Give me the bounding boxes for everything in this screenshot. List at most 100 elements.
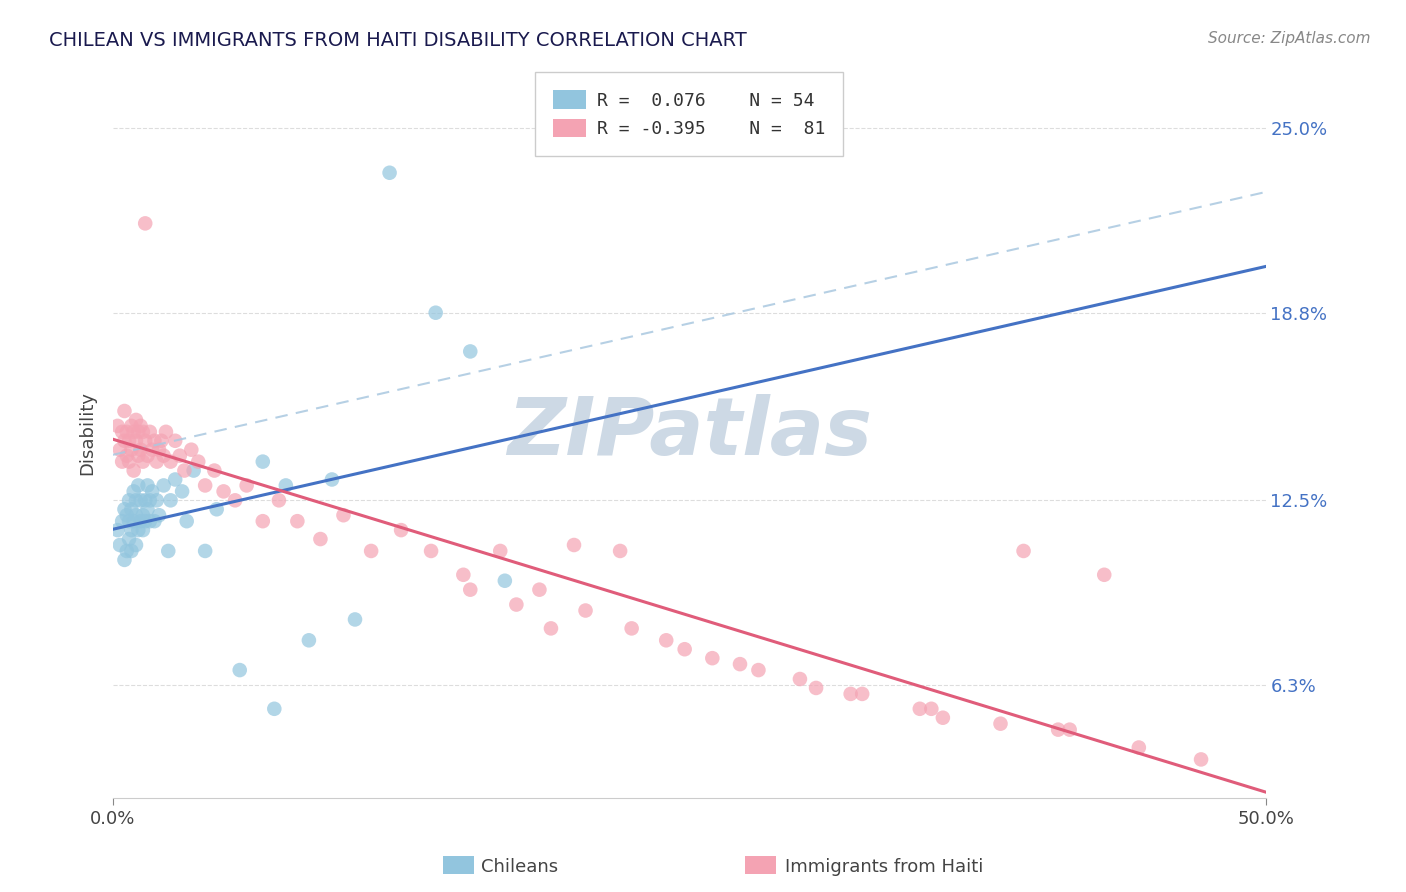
Point: [453, 567, 475, 582]
Point: [114, 434, 136, 448]
Point: [125, 508, 148, 523]
Point: [148, 442, 170, 457]
Point: [425, 306, 447, 320]
Point: [120, 523, 142, 537]
Point: [120, 544, 142, 558]
Point: [136, 478, 159, 492]
Point: [152, 449, 174, 463]
Point: [141, 484, 163, 499]
Text: Immigrants from Haiti: Immigrants from Haiti: [785, 858, 983, 876]
Point: [118, 455, 141, 469]
Point: [252, 514, 274, 528]
Point: [107, 418, 129, 433]
Point: [321, 473, 343, 487]
Point: [655, 633, 678, 648]
Point: [176, 514, 198, 528]
Point: [458, 344, 481, 359]
Point: [494, 574, 516, 588]
Point: [118, 532, 141, 546]
Point: [620, 621, 643, 635]
Point: [129, 418, 152, 433]
Point: [360, 544, 382, 558]
Point: [1128, 740, 1150, 755]
Point: [173, 464, 195, 478]
Point: [114, 404, 136, 418]
Point: [136, 502, 159, 516]
Point: [129, 442, 152, 457]
Point: [115, 449, 138, 463]
Point: [252, 455, 274, 469]
Point: [229, 663, 252, 677]
Point: [562, 538, 585, 552]
Point: [165, 434, 187, 448]
Point: [194, 544, 217, 558]
Point: [747, 663, 769, 677]
Point: [839, 687, 862, 701]
Point: [122, 425, 145, 439]
Legend: R =  0.076    N = 54, R = -0.395    N =  81: R = 0.076 N = 54, R = -0.395 N = 81: [541, 78, 838, 151]
Point: [118, 514, 141, 528]
Point: [194, 478, 217, 492]
Point: [702, 651, 724, 665]
Point: [132, 508, 155, 523]
Point: [125, 434, 148, 448]
Point: [212, 484, 235, 499]
Point: [150, 434, 173, 448]
Point: [122, 464, 145, 478]
Point: [343, 612, 366, 626]
Point: [298, 633, 321, 648]
Point: [125, 493, 148, 508]
Point: [157, 544, 180, 558]
Point: [609, 544, 631, 558]
Point: [139, 514, 162, 528]
Point: [202, 464, 225, 478]
Point: [118, 434, 141, 448]
Point: [120, 442, 142, 457]
Point: [155, 425, 177, 439]
Text: Chileans: Chileans: [481, 858, 558, 876]
Point: [115, 508, 138, 523]
Point: [1047, 723, 1070, 737]
Point: [127, 425, 149, 439]
Point: [120, 418, 142, 433]
Point: [529, 582, 551, 597]
Point: [789, 672, 811, 686]
Point: [125, 413, 148, 427]
Point: [115, 425, 138, 439]
Point: [458, 582, 481, 597]
Point: [1059, 723, 1081, 737]
Point: [263, 702, 285, 716]
Point: [267, 493, 290, 508]
Point: [125, 538, 148, 552]
Point: [114, 502, 136, 516]
Point: [990, 716, 1012, 731]
Y-axis label: Disability: Disability: [79, 392, 96, 475]
Point: [420, 544, 443, 558]
Point: [122, 484, 145, 499]
Point: [851, 687, 873, 701]
Point: [285, 514, 308, 528]
Point: [145, 455, 167, 469]
Point: [120, 502, 142, 516]
Point: [118, 493, 141, 508]
Point: [127, 523, 149, 537]
Point: [134, 514, 156, 528]
Point: [129, 493, 152, 508]
Point: [673, 642, 696, 657]
Point: [148, 508, 170, 523]
Point: [107, 523, 129, 537]
Point: [920, 702, 942, 716]
Point: [152, 478, 174, 492]
Point: [224, 493, 246, 508]
Point: [159, 493, 181, 508]
Text: ZIPatlas: ZIPatlas: [506, 394, 872, 473]
Point: [1012, 544, 1035, 558]
Point: [134, 493, 156, 508]
Point: [127, 449, 149, 463]
Point: [180, 442, 202, 457]
Point: [172, 484, 194, 499]
Point: [143, 514, 166, 528]
Point: [165, 473, 187, 487]
Text: CHILEAN VS IMMIGRANTS FROM HAITI DISABILITY CORRELATION CHART: CHILEAN VS IMMIGRANTS FROM HAITI DISABIL…: [49, 31, 747, 50]
Point: [205, 502, 228, 516]
